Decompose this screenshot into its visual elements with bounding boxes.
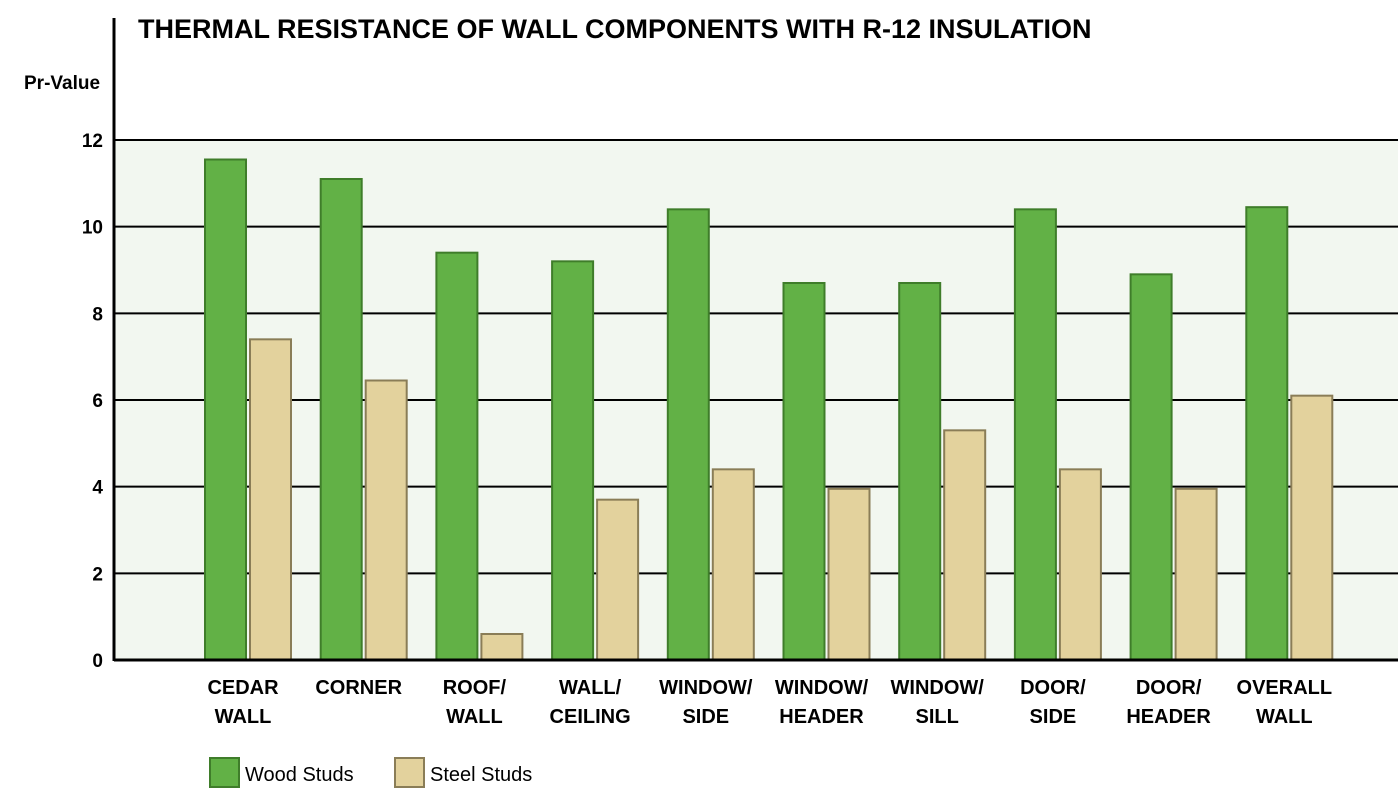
- bar-steel-studs: [1290, 394, 1334, 661]
- bar-wood-studs: [898, 282, 942, 661]
- x-category-label: CEILING: [550, 706, 631, 728]
- y-tick-label: 4: [92, 478, 103, 499]
- x-category-label: ROOF/: [443, 677, 507, 699]
- x-category-label: WINDOW/: [775, 677, 869, 699]
- y-tick-label: 6: [92, 391, 103, 412]
- x-category-label: OVERALL: [1237, 677, 1333, 699]
- x-category-label: WALL/: [559, 677, 622, 699]
- y-axis-label: Pr-Value: [24, 73, 100, 94]
- bar-wood-studs: [551, 260, 595, 661]
- x-category-label: WALL: [446, 706, 503, 728]
- bar-steel-studs: [827, 487, 871, 662]
- x-category-label: WINDOW/: [891, 677, 985, 699]
- y-tick-label: 8: [92, 304, 103, 325]
- x-category-label: WALL: [1256, 706, 1313, 728]
- bar-steel-studs: [249, 338, 292, 661]
- bar-wood-studs: [782, 282, 826, 661]
- bar-wood-studs: [204, 158, 247, 661]
- x-category-label: SIDE: [1030, 706, 1077, 728]
- bar-wood-studs: [435, 251, 479, 662]
- x-category-label: SIDE: [682, 706, 729, 728]
- legend-swatch-wood-studs: [209, 757, 240, 788]
- y-tick-label: 10: [82, 218, 103, 239]
- x-category-label: CORNER: [315, 677, 402, 699]
- legend: Wood Studs Steel Studs: [209, 757, 532, 788]
- x-category-label: WALL: [215, 706, 272, 728]
- bar-steel-studs: [1174, 487, 1218, 662]
- x-category-label: WINDOW/: [659, 677, 753, 699]
- x-category-label: DOOR/: [1020, 677, 1086, 699]
- bar-steel-studs: [943, 429, 987, 662]
- axes: [112, 18, 1398, 662]
- x-category-label: SILL: [916, 706, 959, 728]
- bar-wood-studs: [1013, 208, 1057, 661]
- x-category-label: HEADER: [779, 706, 864, 728]
- bar-steel-studs: [711, 468, 755, 662]
- bar-wood-studs: [1245, 206, 1289, 662]
- bar-steel-studs: [364, 379, 408, 661]
- legend-label: Wood Studs: [245, 764, 354, 786]
- bar-steel-studs: [480, 633, 524, 661]
- bar-wood-studs: [1129, 273, 1173, 661]
- x-category-labels: CEDAR WALL CORNER ROOF/WALL WALL/CEILING WIND…: [207, 677, 1332, 728]
- y-tick-label: 12: [82, 131, 103, 152]
- bar-wood-studs: [666, 208, 710, 661]
- legend-swatch-steel-studs: [394, 757, 425, 788]
- legend-label: Steel Studs: [430, 764, 532, 786]
- bar-steel-studs: [1058, 468, 1102, 662]
- bar-steel-studs: [596, 498, 640, 661]
- y-tick-label: 0: [92, 651, 103, 672]
- x-category-label: CEDAR: [207, 677, 279, 699]
- bar-wood-studs: [319, 178, 363, 661]
- x-category-label: HEADER: [1126, 706, 1211, 728]
- y-tick-label: 2: [92, 564, 103, 585]
- x-category-label: DOOR/: [1136, 677, 1202, 699]
- chart-title: THERMAL RESISTANCE OF WALL COMPONENTS WI…: [138, 14, 1092, 44]
- y-tick-labels: 0 2 4 6 8 10 12: [82, 131, 104, 672]
